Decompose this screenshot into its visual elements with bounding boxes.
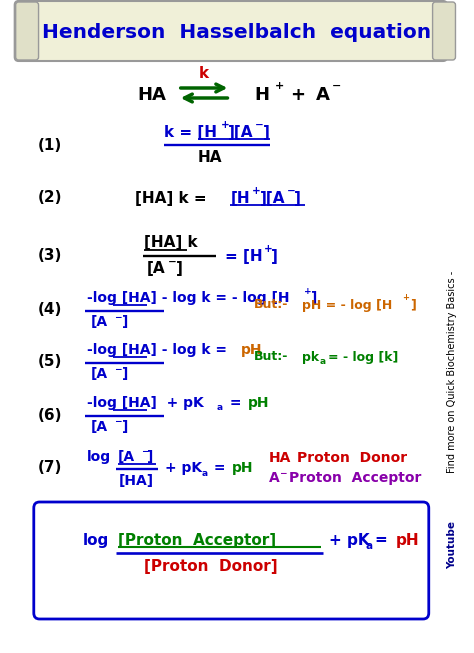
Text: Henderson  Hasselbalch  equation: Henderson Hasselbalch equation	[43, 24, 431, 42]
Text: + pK: + pK	[165, 461, 202, 475]
Text: +: +	[275, 81, 284, 91]
Text: +: +	[252, 186, 261, 196]
Text: +: +	[291, 86, 305, 104]
Text: [HA] k =: [HA] k =	[135, 191, 212, 206]
Text: -log [HA] - log k = - log [H: -log [HA] - log k = - log [H	[87, 291, 290, 305]
Text: pH: pH	[247, 396, 269, 410]
Text: -log [HA] - log k =: -log [HA] - log k =	[87, 343, 232, 357]
Text: (2): (2)	[37, 191, 62, 206]
Text: [A: [A	[91, 367, 108, 381]
Text: H: H	[254, 86, 269, 104]
Text: [A: [A	[118, 450, 135, 464]
Text: pH = - log [H: pH = - log [H	[302, 298, 392, 311]
Text: But:-: But:-	[254, 298, 289, 311]
Text: = [H: = [H	[225, 249, 262, 264]
Text: −: −	[114, 313, 121, 321]
Text: (1): (1)	[37, 138, 62, 153]
Text: (4): (4)	[37, 302, 62, 317]
Text: −: −	[287, 186, 295, 196]
Text: HA: HA	[198, 150, 222, 165]
Text: (5): (5)	[37, 355, 62, 370]
Text: + pK: + pK	[328, 532, 369, 547]
Text: (7): (7)	[37, 460, 62, 475]
Text: pH: pH	[241, 343, 262, 357]
Text: A: A	[316, 86, 330, 104]
Text: =: =	[374, 532, 387, 547]
Text: Proton  Donor: Proton Donor	[297, 451, 407, 465]
Text: ]: ]	[410, 298, 416, 311]
Text: a: a	[366, 541, 373, 551]
Text: pk: pk	[302, 351, 319, 364]
Text: pH: pH	[232, 461, 254, 475]
Text: -log [HA]  + pK: -log [HA] + pK	[87, 396, 204, 410]
Text: −: −	[331, 81, 341, 91]
Text: =: =	[210, 461, 231, 475]
Text: (6): (6)	[37, 407, 62, 422]
Text: +: +	[221, 120, 229, 130]
Text: (3): (3)	[37, 247, 62, 263]
Text: −: −	[255, 120, 264, 130]
Text: ]: ]	[121, 367, 128, 381]
Text: ]: ]	[121, 420, 128, 434]
Text: ]: ]	[263, 125, 270, 140]
Text: a: a	[217, 404, 223, 413]
FancyBboxPatch shape	[433, 2, 456, 60]
Text: −: −	[114, 417, 121, 426]
Text: ]: ]	[147, 450, 154, 464]
Text: +: +	[304, 287, 311, 296]
Text: k = [H: k = [H	[164, 125, 217, 140]
Text: −: −	[114, 364, 121, 374]
Text: a: a	[320, 357, 326, 366]
Text: =: =	[225, 396, 246, 410]
Text: [H: [H	[230, 191, 250, 206]
Text: log: log	[82, 532, 109, 547]
Text: +: +	[402, 293, 409, 302]
Text: = - log [k]: = - log [k]	[328, 351, 398, 364]
Text: ]: ]	[311, 291, 318, 305]
Text: ]: ]	[271, 249, 278, 264]
Text: ]: ]	[294, 191, 301, 206]
Text: −: −	[279, 468, 286, 477]
Text: [A: [A	[146, 261, 165, 276]
Text: HA: HA	[268, 451, 291, 465]
Text: Find more on Quick Biochemistry Basics -: Find more on Quick Biochemistry Basics -	[447, 267, 456, 473]
Text: A: A	[268, 471, 279, 485]
Text: ][A: ][A	[228, 125, 254, 140]
FancyBboxPatch shape	[16, 2, 38, 60]
Text: log: log	[87, 450, 111, 464]
Text: +: +	[264, 244, 273, 254]
Text: pH: pH	[395, 532, 419, 547]
Text: a: a	[202, 468, 208, 477]
Text: [A: [A	[91, 315, 108, 329]
Text: Proton  Acceptor: Proton Acceptor	[290, 471, 422, 485]
FancyBboxPatch shape	[15, 1, 447, 61]
Text: ]: ]	[121, 315, 128, 329]
Text: [A: [A	[91, 420, 108, 434]
Text: ]: ]	[176, 261, 183, 276]
FancyBboxPatch shape	[34, 502, 429, 619]
Text: HA: HA	[137, 86, 166, 104]
Text: [HA]: [HA]	[118, 474, 154, 488]
Text: [HA] k: [HA] k	[145, 236, 198, 251]
Text: But:-: But:-	[254, 351, 289, 364]
Text: −: −	[168, 257, 177, 267]
Text: [Proton  Acceptor]: [Proton Acceptor]	[118, 532, 276, 547]
Text: ][A: ][A	[260, 191, 285, 206]
Text: Youtube: Youtube	[447, 521, 456, 569]
Text: −: −	[141, 447, 148, 456]
Text: [Proton  Donor]: [Proton Donor]	[145, 560, 278, 575]
Text: k: k	[199, 65, 209, 80]
